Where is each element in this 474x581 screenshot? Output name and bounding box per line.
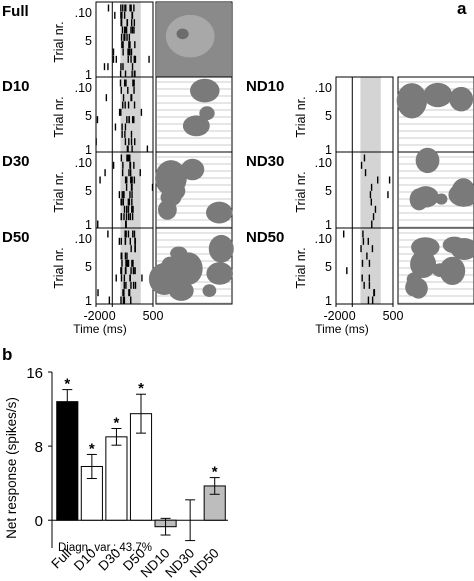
bubble-patch xyxy=(415,147,440,174)
condition-label: Full xyxy=(2,3,29,20)
bubble-patch xyxy=(168,280,194,301)
y-tick-label: 1 xyxy=(85,143,92,157)
x-tick-label: 500 xyxy=(383,309,404,323)
stimulus-window xyxy=(360,228,381,304)
bubble-patch xyxy=(202,284,217,297)
bubble-patch xyxy=(208,234,234,263)
panel-b-letter: b xyxy=(2,345,12,364)
bubble-patch xyxy=(449,86,474,112)
stimulus-window xyxy=(360,152,381,228)
y-tick-label: .10 xyxy=(315,81,332,95)
bubble-patch xyxy=(206,201,233,224)
y-axis-label: Trial nr. xyxy=(52,96,66,137)
stimulus-image-shape xyxy=(176,28,189,40)
y-tick-label: 5 xyxy=(325,184,332,198)
y-tick-label: .10 xyxy=(75,232,92,246)
y-axis-label: Net response (spikes/s) xyxy=(4,397,19,539)
condition-label: D10 xyxy=(2,78,30,95)
y-axis-label: Trial nr. xyxy=(52,21,66,62)
significance-star: * xyxy=(64,376,70,393)
bubble-patch xyxy=(199,106,215,121)
bubble-patch xyxy=(182,115,210,137)
y-tick-label: 1 xyxy=(85,68,92,82)
y-tick-label: 1 xyxy=(85,218,92,232)
panel-a-letter: a xyxy=(457,0,467,18)
significance-star: * xyxy=(212,464,218,481)
y-tick-label: .10 xyxy=(315,156,332,170)
raster-border xyxy=(95,227,154,305)
raster-column-right: ND10 Trial nr. .10 5 1 ND30 Trial nr. .10 5 1 ND50… xyxy=(246,76,474,323)
x-tick-label: 500 xyxy=(143,309,164,323)
significance-star: * xyxy=(89,440,95,457)
y-axis-label: Trial nr. xyxy=(294,96,308,137)
stimulus-window xyxy=(120,152,141,228)
y-tick-label: 0 xyxy=(35,513,43,530)
y-tick-label: .10 xyxy=(75,156,92,170)
stimulus-window xyxy=(360,77,381,153)
x-tick-label: -200 xyxy=(323,309,348,323)
bubble-patch xyxy=(423,82,453,108)
stimulus-window xyxy=(120,77,141,153)
y-axis-label: Trial nr. xyxy=(52,247,66,288)
bubble-patch xyxy=(180,158,205,181)
y-tick-label: 1 xyxy=(85,294,92,308)
y-axis-label: Trial nr. xyxy=(294,247,308,288)
raster-column-left: Full Trial nr. .10 5 1 D10 Trial nr. .10 5 1 D30 Tr… xyxy=(2,1,234,323)
bubble-patch xyxy=(448,182,474,207)
condition-label: D50 xyxy=(2,229,30,246)
bubble-patch xyxy=(442,236,466,254)
bubble-patch xyxy=(161,256,179,277)
category-label: ND50 xyxy=(187,546,222,581)
x-axis-label-right: Time (ms) xyxy=(315,322,369,336)
y-tick-label: .10 xyxy=(315,232,332,246)
y-axis-label: Trial nr. xyxy=(294,171,308,212)
bubble-patch xyxy=(435,193,448,205)
x-tick-label: -200 xyxy=(83,309,108,323)
y-tick-label: 5 xyxy=(325,109,332,123)
y-tick-label: 5 xyxy=(325,260,332,274)
x-tick-label: 0 xyxy=(349,309,356,323)
condition-label: ND30 xyxy=(246,153,284,170)
bubble-patch xyxy=(190,78,220,103)
y-tick-label: 8 xyxy=(35,439,43,456)
bubble-patch xyxy=(439,256,466,286)
y-axis-label: Trial nr. xyxy=(52,171,66,212)
bubble-patch xyxy=(396,83,428,119)
y-tick-label: 16 xyxy=(26,365,43,382)
bar xyxy=(56,401,79,521)
y-tick-label: 5 xyxy=(85,34,92,48)
bubble-patch xyxy=(167,181,186,200)
bubble-patch xyxy=(174,252,203,285)
diagnostic-annotation: Diagn. var.: 43.7% xyxy=(58,542,152,554)
y-tick-label: 1 xyxy=(325,218,332,232)
y-tick-label: .10 xyxy=(75,6,92,20)
y-tick-label: .10 xyxy=(75,81,92,95)
bubble-patch xyxy=(206,262,233,285)
condition-label: ND10 xyxy=(246,78,284,95)
bubble-patch xyxy=(409,188,429,211)
y-tick-label: 5 xyxy=(85,184,92,198)
y-tick-label: 1 xyxy=(325,143,332,157)
bar xyxy=(105,436,128,521)
y-tick-label: 5 xyxy=(85,109,92,123)
significance-star: * xyxy=(114,415,120,432)
condition-label: ND50 xyxy=(246,229,284,246)
y-tick-label: 5 xyxy=(85,260,92,274)
bubble-patch xyxy=(409,278,428,299)
stimulus-image-shape xyxy=(165,14,215,58)
x-tick-label: 0 xyxy=(109,309,116,323)
bubble-patch xyxy=(410,250,437,279)
significance-star: * xyxy=(138,380,144,397)
x-axis-label-left: Time (ms) xyxy=(73,322,127,336)
condition-label: D30 xyxy=(2,153,30,170)
bubble-patch xyxy=(411,237,440,258)
raster-border xyxy=(335,227,394,305)
y-tick-label: 1 xyxy=(325,294,332,308)
